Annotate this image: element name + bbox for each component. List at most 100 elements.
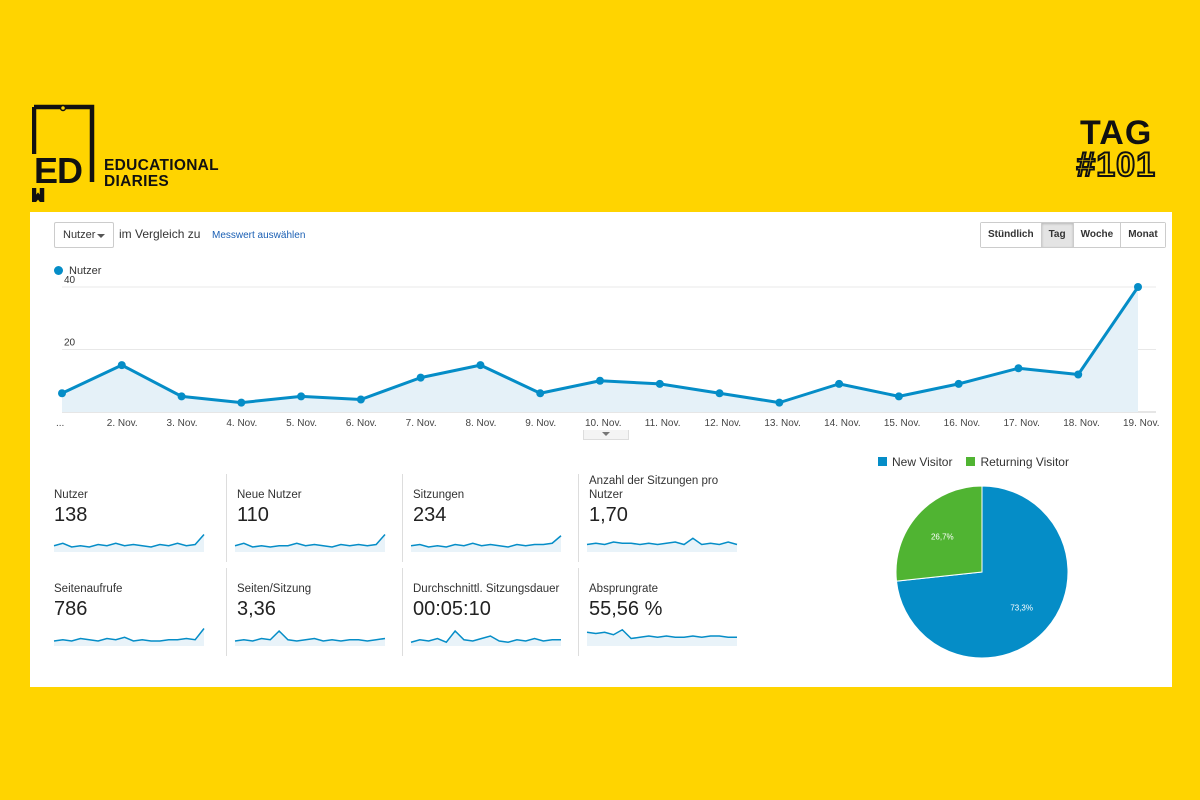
scorecard-label: Seiten/Sitzung (237, 583, 312, 595)
sparkline (234, 629, 386, 646)
data-point[interactable] (536, 389, 545, 398)
data-point[interactable] (715, 389, 724, 398)
sparkline (234, 534, 386, 552)
scorecard-label: Anzahl der Sitzungen pro Nutzer (589, 475, 719, 501)
pie-slice-label: 73,3% (1010, 604, 1033, 613)
educational-diaries-logo-icon (32, 104, 95, 202)
scorecard-bounce-rate[interactable]: Absprungrate 55,56 % (578, 568, 754, 656)
data-point[interactable] (416, 373, 425, 382)
data-point[interactable] (356, 395, 365, 404)
brand-name: EDUCATIONAL DIARIES (104, 158, 219, 190)
x-tick-label: 17. Nov. (1003, 418, 1040, 429)
sparkline (53, 628, 205, 646)
select-metric-link[interactable]: Messwert auswählen (212, 230, 306, 241)
scorecard-label: Absprungrate (589, 583, 659, 595)
returning-visitor-swatch-icon (966, 457, 976, 466)
data-point[interactable] (476, 361, 485, 370)
x-tick-label: 12. Nov. (705, 418, 742, 429)
scorecard-label: Neue Nutzer (237, 489, 302, 501)
scorecard-avg-session-duration[interactable]: Durchschnittl. Sitzungsdauer 00:05:10 (402, 568, 578, 656)
data-point[interactable] (954, 379, 963, 388)
x-tick-label: 18. Nov. (1063, 418, 1100, 429)
x-tick-label: 11. Nov. (645, 418, 681, 429)
data-point[interactable] (596, 376, 604, 385)
sparkline-area (587, 538, 737, 552)
series-area (62, 287, 1138, 412)
x-tick-label: 7. Nov. (406, 418, 437, 429)
sparkline (586, 628, 737, 646)
data-point[interactable] (1014, 364, 1023, 373)
sparkline-line (53, 534, 205, 548)
sparkline (410, 535, 562, 552)
scorecard-label: Durchschnittl. Sitzungsdauer (413, 583, 560, 595)
sparkline-line (410, 629, 561, 644)
brand-name-line1: EDUCATIONAL (104, 157, 219, 174)
scorecard-label: Seitenaufrufe (54, 583, 123, 595)
x-tick-label: 16. Nov. (944, 418, 981, 429)
data-point[interactable] (117, 361, 126, 370)
x-tick-label: 9. Nov. (525, 418, 556, 429)
scorecard-sessions-per-user[interactable]: Anzahl der Sitzungen pro Nutzer 1,70 (578, 474, 754, 562)
granularity-day-button[interactable]: Tag (1041, 223, 1074, 247)
data-point[interactable] (177, 392, 186, 401)
pie-legend-new[interactable]: New Visitor (878, 455, 952, 469)
scorecard-value: 138 (54, 504, 88, 526)
scorecard-pageviews[interactable]: Seitenaufrufe 786 (50, 568, 226, 656)
x-tick-label: 5. Nov. (286, 418, 317, 429)
sparkline-area (411, 631, 561, 646)
sparkline (53, 534, 205, 552)
scorecard-pages-per-session[interactable]: Seiten/Sitzung 3,36 (226, 568, 402, 656)
compare-text: im Vergleich zu (119, 227, 201, 241)
scorecard-value: 55,56 % (589, 598, 663, 620)
sparkline-line (234, 629, 386, 642)
sparkline-area (54, 628, 204, 646)
y-tick-label: 40 (64, 275, 76, 286)
brand-logo-block: ED EDUCATIONAL DIARIES (32, 104, 232, 204)
scorecard-users[interactable]: Nutzer 138 (50, 474, 226, 562)
scorecard-new-users[interactable]: Neue Nutzer 110 (226, 474, 402, 562)
data-point[interactable] (58, 389, 66, 398)
sparkline-line (410, 535, 562, 548)
chart-collapse-handle[interactable] (583, 430, 629, 440)
granularity-week-button[interactable]: Woche (1073, 223, 1122, 247)
data-point[interactable] (297, 392, 306, 401)
sparkline-line (586, 537, 738, 546)
x-tick-label: 15. Nov. (884, 418, 921, 429)
scorecard-sessions[interactable]: Sitzungen 234 (402, 474, 578, 562)
data-point[interactable] (1074, 370, 1083, 379)
sparkline (586, 537, 738, 552)
granularity-hourly-button[interactable]: Stündlich (981, 223, 1042, 247)
scorecard-value: 786 (54, 598, 88, 620)
pie-legend-new-label: New Visitor (892, 455, 953, 469)
visitor-type-pie-chart: 73,3% 26,7% (895, 485, 1069, 659)
x-tick-label: 19. Nov. (1123, 418, 1160, 429)
tag-number: #101 (1075, 146, 1156, 184)
data-point[interactable] (655, 379, 664, 388)
pie-slice-label: 26,7% (931, 532, 954, 541)
scorecard-value: 234 (413, 504, 447, 526)
x-tick-label: 10. Nov. (585, 418, 622, 429)
new-visitor-swatch-icon (878, 457, 887, 466)
x-tick-label: 3. Nov. (167, 418, 198, 429)
data-point[interactable] (835, 379, 844, 388)
users-line-chart: 20 40... 2. Nov. 3. Nov. 4. Nov. 5. Nov. 6. No… (56, 275, 1160, 429)
granularity-switch: Stündlich Tag Woche Monat (980, 222, 1166, 248)
data-point[interactable] (775, 398, 784, 407)
metric-select[interactable]: Nutzer (54, 222, 114, 248)
logo-letters: ED (32, 150, 85, 191)
scorecard-value: 1,70 (589, 504, 628, 526)
analytics-panel: Nutzer im Vergleich zu Messwert auswähle… (30, 212, 1172, 687)
chevron-down-icon (97, 234, 105, 238)
pie-slice-returning-visitor[interactable] (895, 485, 983, 582)
x-tick-label: 2. Nov. (107, 418, 138, 429)
granularity-month-button[interactable]: Monat (1121, 223, 1165, 247)
series-dot-icon (54, 266, 63, 275)
data-point[interactable] (894, 392, 903, 401)
x-tick-label: ... (56, 418, 64, 429)
sparkline-line (53, 628, 205, 642)
pie-legend-returning-label: Returning Visitor (980, 455, 1069, 469)
pie-legend-returning[interactable]: Returning Visitor (966, 455, 1069, 469)
data-point[interactable] (237, 398, 246, 407)
sparkline-area (411, 535, 561, 552)
data-point[interactable] (1134, 283, 1142, 291)
